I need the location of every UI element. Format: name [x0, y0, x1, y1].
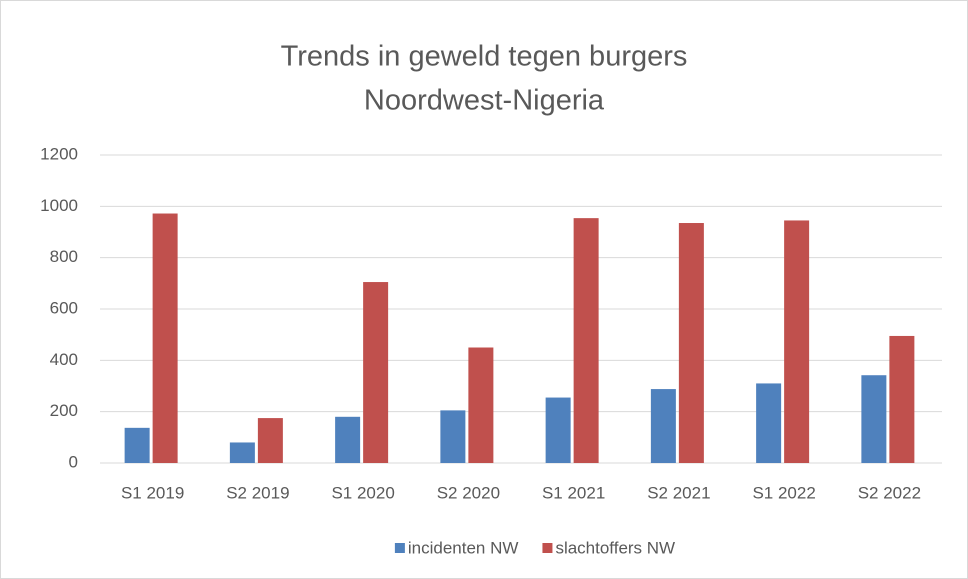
- chart-title: Trends in geweld tegen burgers: [281, 41, 688, 73]
- x-tick-label: S2 2021: [647, 483, 710, 502]
- bar: [545, 397, 571, 463]
- legend-swatch: [394, 543, 405, 553]
- bar: [756, 383, 782, 463]
- bar: [573, 218, 599, 463]
- legend-label: slachtoffers NW: [555, 538, 675, 557]
- x-tick-label: S1 2022: [752, 483, 815, 502]
- x-tick-label: S2 2020: [437, 483, 500, 502]
- y-tick-label: 1000: [40, 196, 78, 215]
- x-tick-label: S1 2019: [121, 483, 184, 502]
- y-tick-label: 1200: [40, 144, 78, 163]
- y-tick-label: 0: [69, 452, 78, 471]
- bar: [335, 416, 361, 463]
- y-tick-label: 400: [50, 350, 78, 369]
- y-tick-label: 800: [50, 247, 78, 266]
- bar: [861, 375, 887, 463]
- bar: [152, 213, 178, 463]
- bar: [257, 418, 283, 463]
- chart-title: Noordwest-Nigeria: [364, 85, 605, 117]
- legend-label: incidenten NW: [408, 538, 519, 557]
- x-tick-label: S1 2020: [331, 483, 394, 502]
- x-tick-label: S2 2022: [858, 483, 921, 502]
- bar: [468, 347, 494, 463]
- bar: [650, 389, 676, 463]
- bar: [124, 427, 150, 463]
- x-tick-label: S2 2019: [226, 483, 289, 502]
- bar: [678, 223, 704, 463]
- bar: [363, 282, 389, 463]
- bar: [784, 220, 810, 463]
- y-tick-label: 200: [50, 401, 78, 420]
- bar: [440, 410, 466, 463]
- y-tick-label: 600: [50, 298, 78, 317]
- bar: [229, 442, 255, 463]
- x-tick-label: S1 2021: [542, 483, 605, 502]
- bar: [889, 335, 915, 463]
- legend-swatch: [542, 543, 553, 553]
